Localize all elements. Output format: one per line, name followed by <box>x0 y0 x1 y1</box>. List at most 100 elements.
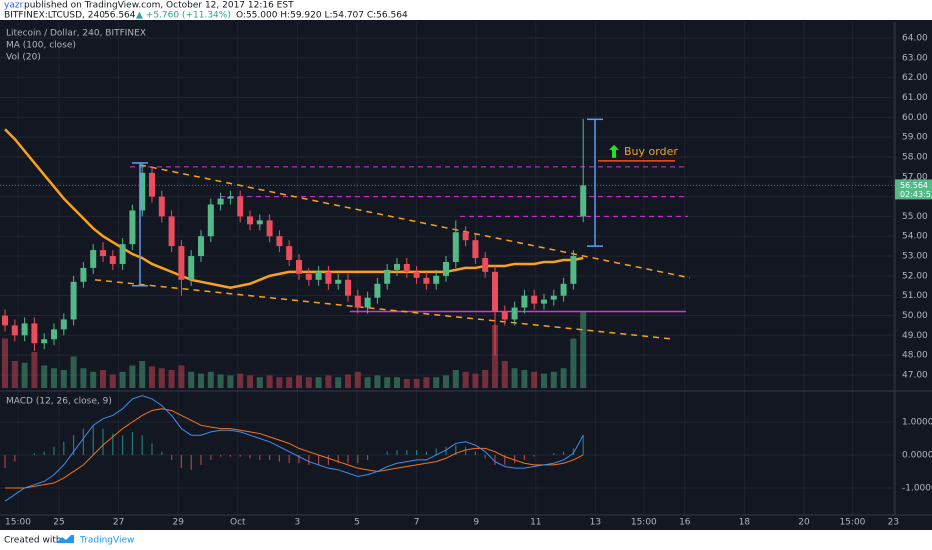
macd-histogram <box>131 431 133 455</box>
footer-bar <box>0 530 932 550</box>
published: published on TradingView.com, October 12… <box>24 1 294 11</box>
candle-body <box>178 246 185 280</box>
volume-bar <box>501 361 508 388</box>
macd-histogram <box>249 454 251 459</box>
y-tick-label: 51.00 <box>902 291 928 301</box>
macd-histogram <box>425 451 427 455</box>
macd-histogram <box>435 448 437 455</box>
y-tick-label: 50.00 <box>902 311 928 321</box>
macd-histogram <box>523 454 525 460</box>
macd-histogram <box>259 454 261 460</box>
y-tick-label: 47.00 <box>902 370 928 380</box>
candle-body <box>188 256 195 280</box>
candle-body <box>139 172 146 211</box>
macd-histogram <box>171 454 173 460</box>
volume-bar <box>41 365 48 388</box>
candle-body <box>413 271 420 278</box>
candle-body <box>109 256 116 264</box>
macd-histogram <box>53 446 55 455</box>
volume-bar <box>296 375 302 388</box>
macd-histogram <box>190 454 192 470</box>
volume-bar <box>109 374 116 388</box>
x-tick-label: 11 <box>530 518 541 528</box>
volume-bar <box>276 377 283 388</box>
macd-histogram <box>533 454 535 457</box>
volume-bar <box>217 374 224 388</box>
macd-histogram <box>572 448 574 455</box>
y-tick-label: 54.00 <box>902 232 928 242</box>
x-tick-label: 27 <box>113 518 124 528</box>
candle-body <box>198 236 204 257</box>
y-tick-label: 60.00 <box>902 113 928 123</box>
volume-bar <box>100 370 106 388</box>
y-tick-label: 55.00 <box>902 212 928 222</box>
macd-histogram <box>494 454 496 465</box>
change: ▲ +5.760 (+11.34%) <box>136 11 231 21</box>
macd-line <box>4 395 584 502</box>
macd-histogram <box>396 450 398 455</box>
y-tick-label: 49.00 <box>902 331 928 341</box>
volume-bar <box>129 365 136 388</box>
last-price-label: 56.564 <box>900 181 928 190</box>
annotation-text: Buy order <box>624 145 678 158</box>
x-tick-label: 16 <box>679 518 691 528</box>
y-tick-label: 52.00 <box>902 271 928 281</box>
volume-bar <box>188 371 195 388</box>
volume-bar <box>541 373 547 388</box>
last-price-box <box>895 179 932 200</box>
macd-histogram <box>180 454 182 469</box>
candle-body <box>403 263 410 272</box>
macd-histogram <box>474 451 476 455</box>
macd-histogram <box>4 454 6 469</box>
x-tick-label: 3 <box>295 518 301 528</box>
candle-body <box>570 256 577 284</box>
volume-bar <box>403 379 410 388</box>
candle-body <box>11 325 18 336</box>
candle-body <box>266 220 273 237</box>
brand[interactable]: TradingView <box>79 536 134 546</box>
x-tick-label: 15:00 <box>631 518 657 528</box>
volume-bar <box>21 362 28 388</box>
macd-histogram <box>220 454 222 457</box>
author[interactable]: yazr <box>4 1 24 11</box>
volume-bar <box>207 371 214 388</box>
candle-body <box>394 263 400 270</box>
macd-histogram <box>14 454 16 462</box>
signal-line <box>5 408 584 489</box>
volume-bar <box>482 370 489 388</box>
macd-histogram <box>278 454 280 462</box>
volume-bar <box>570 338 577 388</box>
volume-bar <box>237 373 244 388</box>
y-tick-label: 53.00 <box>902 252 928 262</box>
volume-bar <box>325 375 332 388</box>
volume-bar <box>51 368 57 388</box>
candle-body <box>492 271 498 312</box>
chart-background <box>0 20 932 530</box>
candle-body <box>70 281 77 320</box>
macd-histogram <box>210 454 212 460</box>
candle-body <box>433 275 440 284</box>
x-tick-label: Oct <box>230 518 246 528</box>
macd-histogram <box>122 435 124 455</box>
macd-histogram <box>161 451 163 455</box>
volume-bar <box>11 361 18 388</box>
macd-histogram <box>73 435 75 455</box>
candle-body <box>2 315 8 326</box>
countdown: 02:43:53 <box>900 190 932 199</box>
candle-body <box>256 220 263 225</box>
volume-bar <box>247 375 253 388</box>
candle-body <box>31 323 38 344</box>
macd-histogram <box>386 451 388 455</box>
macd-histogram <box>357 454 359 464</box>
candle-body <box>41 339 48 344</box>
macd-histogram <box>347 454 349 464</box>
candle-body <box>531 295 538 304</box>
x-tick-label: 29 <box>172 518 184 528</box>
candle-body <box>227 196 234 199</box>
volume-bar <box>139 361 146 388</box>
macd-histogram <box>151 443 153 455</box>
volume-bar <box>227 375 234 388</box>
candle-body <box>364 297 371 308</box>
y-tick-label: 61.00 <box>902 93 928 103</box>
